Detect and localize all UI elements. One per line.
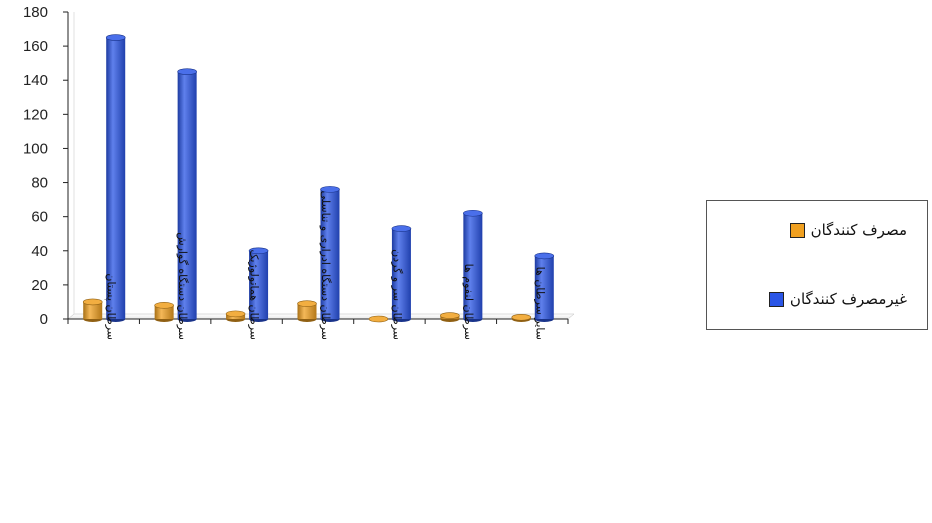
bar-non-consumers-5 [463,209,483,322]
bar-consumers-2 [225,310,246,322]
bar-non-consumers-6 [534,252,555,322]
bar-top [534,252,555,260]
y-tick-label: 60 [31,209,48,226]
bar-consumers-4 [368,315,389,323]
plot-area [68,12,568,319]
bar-top [368,315,389,323]
bar-top [391,225,412,232]
y-tick-label: 120 [23,106,48,123]
legend: مصرف کنندگان غیرمصرف کنندگان [706,200,928,330]
bar-body [320,189,340,319]
bar-top [511,313,532,321]
x-category-label-2: سرطان هماتولوژیک [248,250,261,340]
bar-top [320,186,340,193]
bar-non-consumers-3 [320,186,340,322]
legend-item-consumers: مصرف کنندگان [789,221,907,239]
y-tick-label: 180 [23,4,48,21]
bar-top [297,300,317,307]
bar-body [463,213,483,319]
bar-non-consumers-4 [391,225,412,322]
bar-body [249,250,269,319]
bar-consumers-5 [440,312,460,322]
y-tick-label: 20 [31,277,48,294]
bar-non-consumers-1 [177,68,197,322]
y-tick-label: 140 [23,72,48,89]
bar-top [463,209,483,217]
bar-top [440,312,460,319]
x-category-label-3: سرطان دستگاه ادراری و تناسلی [319,191,332,340]
x-category-label-5: سرطان لنفوم ها [462,264,475,340]
bar-top [105,34,126,41]
bar-consumers-1 [154,302,174,322]
bar-consumers-0 [82,298,103,322]
y-tick-label: 40 [31,243,48,260]
bar-body [106,37,126,319]
bar-body [534,255,554,319]
x-category-label-4: سرطان سر و گردن [390,249,403,340]
bar-top [154,302,174,309]
bar-body [391,228,411,319]
bar-non-consumers-2 [248,247,269,322]
legend-item-non-consumers: غیرمصرف کنندگان [768,290,907,308]
legend-swatch-non-consumers [768,291,784,307]
bar-consumers-6 [511,313,532,322]
plot-background [67,12,575,320]
bars-group [82,34,555,323]
x-category-label-0: سرطان پستان [105,273,118,340]
y-tick-label: 100 [23,140,48,157]
x-category-label-1: سرطان دستگاه گوارش [176,232,189,340]
bar-non-consumers-0 [105,34,126,322]
bar-body [154,305,174,319]
y-tick-label: 0 [40,311,48,328]
bar-top [82,298,103,306]
x-category-label-6: سایر سرطان ها [533,267,546,340]
bar-consumers-3 [297,300,317,322]
legend-label-consumers: مصرف کنندگان [810,221,907,239]
y-tick-label: 160 [23,38,48,55]
bar-body [297,303,317,319]
y-tick-label: 80 [31,175,48,192]
x-axis-labels: سرطان پستان سرطان دستگاه گوارش سرطان هماتو… [105,191,547,340]
bar-body [177,71,197,319]
bar-top [177,68,197,75]
bar-body [83,301,103,319]
bar-top [225,310,246,318]
legend-label-non-consumers: غیرمصرف کنندگان [789,290,907,308]
legend-swatch-consumers [789,222,805,238]
y-axis: 0 20 40 60 80 100 120 140 160 180 [23,4,569,328]
bar-top [248,247,269,255]
